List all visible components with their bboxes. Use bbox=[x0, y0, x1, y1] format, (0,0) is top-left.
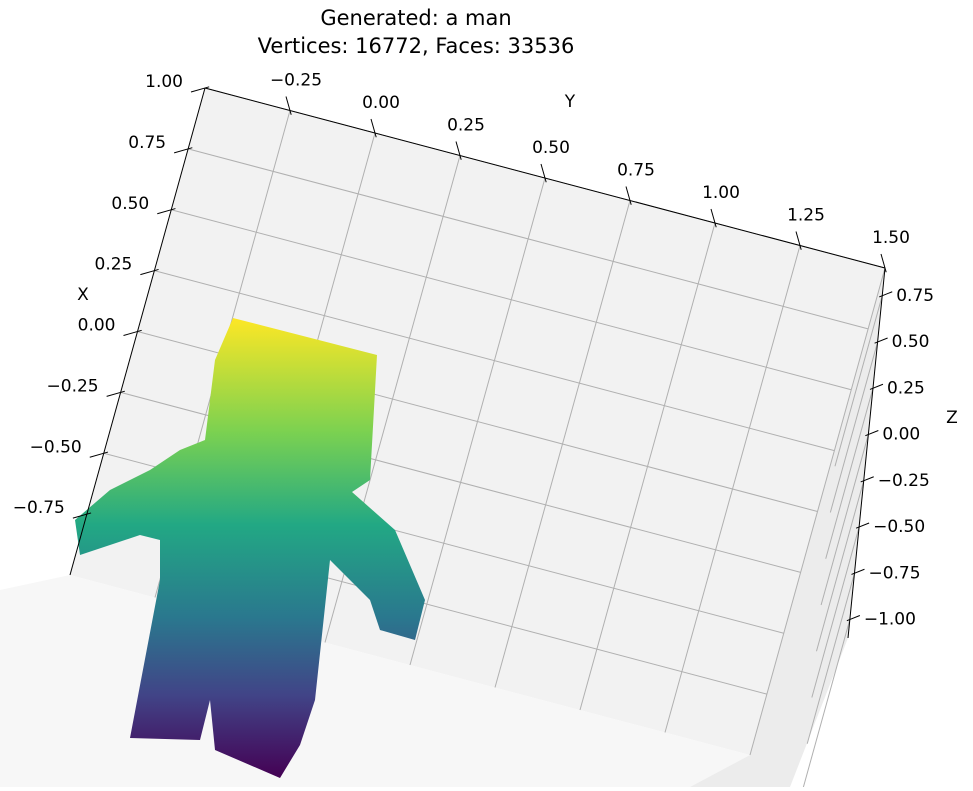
z-tick bbox=[855, 522, 870, 529]
z-tick bbox=[879, 291, 893, 298]
z-tick-label: 0.25 bbox=[887, 378, 925, 398]
y-tick bbox=[710, 208, 717, 228]
z-axis-line bbox=[847, 267, 886, 639]
x-tick bbox=[123, 329, 142, 336]
z-tick-label: 0.75 bbox=[896, 286, 934, 306]
grid-line bbox=[806, 573, 855, 744]
y-tick bbox=[880, 253, 887, 273]
x-tick bbox=[89, 451, 109, 458]
mesh bbox=[75, 318, 425, 778]
y-tick bbox=[625, 186, 632, 205]
grid-line bbox=[409, 177, 546, 666]
x-tick bbox=[157, 208, 176, 215]
x-tick bbox=[173, 147, 193, 154]
grid-line bbox=[664, 245, 801, 733]
grid-line bbox=[834, 295, 883, 467]
x-axis-label: X bbox=[77, 285, 89, 305]
x-tick bbox=[190, 86, 210, 93]
x-tick-label: −0.75 bbox=[13, 498, 65, 518]
y-tick-label: 1.00 bbox=[702, 183, 740, 203]
z-tick bbox=[846, 615, 861, 622]
grid-line bbox=[494, 200, 631, 688]
z-tick-label: −1.00 bbox=[864, 610, 916, 630]
side-pane bbox=[690, 268, 885, 787]
z-tick-label: −0.75 bbox=[868, 563, 920, 583]
z-tick bbox=[860, 476, 874, 483]
y-tick bbox=[455, 141, 462, 160]
x-tick-label: −0.25 bbox=[47, 376, 99, 396]
x-tick-label: −0.50 bbox=[30, 437, 82, 457]
y-tick-label: −0.25 bbox=[270, 71, 322, 91]
y-tick-label: 1.50 bbox=[872, 228, 910, 248]
x-tick bbox=[106, 390, 125, 397]
y-tick-label: 0.50 bbox=[532, 138, 570, 158]
z-tick-label: −0.25 bbox=[878, 471, 930, 491]
chart-title: Generated: a man bbox=[320, 6, 511, 30]
x-tick-label: 1.00 bbox=[145, 72, 183, 92]
grid-line bbox=[829, 341, 879, 513]
z-tick-label: 0.00 bbox=[882, 425, 920, 445]
y-tick bbox=[540, 163, 547, 183]
x-tick-label: 0.50 bbox=[111, 194, 149, 214]
grid-line bbox=[815, 480, 865, 652]
x-tick-label: 0.25 bbox=[95, 255, 133, 275]
grid-line bbox=[825, 388, 874, 559]
z-tick-label: −0.50 bbox=[873, 517, 925, 537]
grid-line bbox=[749, 267, 886, 756]
z-tick bbox=[865, 430, 879, 437]
y-tick-label: 1.25 bbox=[787, 206, 825, 226]
y-tick bbox=[285, 96, 292, 115]
x-tick-label: 0.00 bbox=[78, 316, 116, 336]
x-tick bbox=[140, 268, 159, 276]
y-tick-label: 0.00 bbox=[362, 93, 400, 113]
grid-line bbox=[802, 619, 851, 791]
y-tick-label: 0.75 bbox=[617, 161, 655, 181]
z-tick-label: 0.50 bbox=[892, 332, 930, 352]
grid-line bbox=[811, 526, 860, 698]
y-tick-label: 0.25 bbox=[447, 116, 485, 136]
chart-subtitle: Vertices: 16772, Faces: 33536 bbox=[258, 34, 575, 58]
z-tick bbox=[874, 337, 888, 344]
z-axis-label: Z bbox=[946, 408, 958, 428]
grid-line bbox=[579, 222, 716, 711]
y-tick bbox=[370, 118, 377, 138]
x-tick-label: 0.75 bbox=[128, 133, 166, 153]
z-tick bbox=[869, 383, 884, 390]
grid-line bbox=[820, 434, 869, 606]
y-axis-label: Y bbox=[564, 92, 576, 112]
y-tick bbox=[795, 231, 802, 250]
x-tick bbox=[72, 512, 92, 519]
z-tick bbox=[851, 568, 865, 575]
